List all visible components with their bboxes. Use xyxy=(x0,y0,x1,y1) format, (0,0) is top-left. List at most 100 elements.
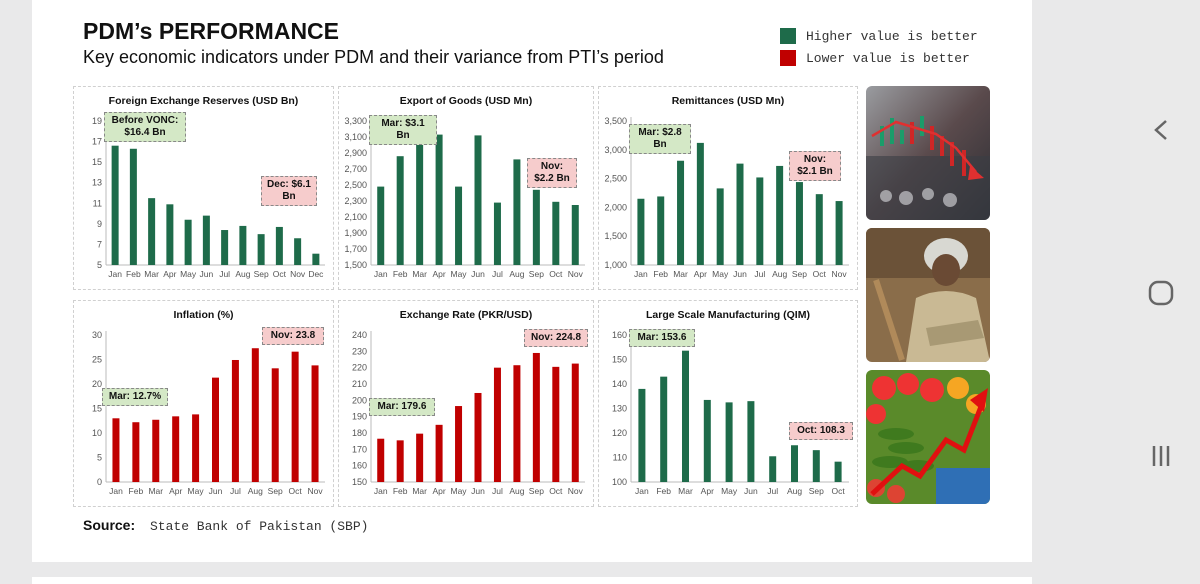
bar-sep xyxy=(795,182,803,265)
x-tick-label: May xyxy=(188,486,205,496)
chart-remittances-usd-mn: Remittances (USD Mn) 1,000 1,500 2,000 2,500… xyxy=(604,95,849,279)
x-tick-label: Sep xyxy=(792,269,807,279)
x-tick-label: Feb xyxy=(129,486,144,496)
bar-sep xyxy=(532,352,540,482)
x-tick-label: Jun xyxy=(744,486,758,496)
source-label: Source: xyxy=(83,517,136,533)
annotation-nov-inflation: Nov: 23.8 xyxy=(262,327,324,345)
annotation-nov-exchange: Nov: 224.8 xyxy=(524,329,588,347)
bar-jul xyxy=(493,202,501,265)
x-tick-label: Jun xyxy=(733,269,747,279)
annotation-mar-exchange: Mar: 179.6 xyxy=(369,398,435,416)
chart-panel-fx-reserves: Foreign Exchange Reserves (USD Bn) 5 7 9 11 1… xyxy=(73,86,334,290)
x-tick-label: May xyxy=(721,486,738,496)
y-tick-label: 190 xyxy=(352,412,367,422)
x-tick-label: Jan xyxy=(374,269,388,279)
bar-oct xyxy=(552,201,560,265)
y-tick-label: 11 xyxy=(93,198,102,208)
y-tick-label: 2,500 xyxy=(604,174,627,184)
y-tick-label: 7 xyxy=(97,239,102,249)
bar-jan xyxy=(377,186,385,265)
annotation-nov-exports: Nov: $2.2 Bn xyxy=(527,158,577,188)
back-button[interactable] xyxy=(1140,115,1180,150)
y-tick-label: 210 xyxy=(352,379,367,389)
bar-jul xyxy=(493,367,501,482)
bar-mar xyxy=(416,433,424,482)
x-tick-label: Apr xyxy=(169,486,182,496)
home-button[interactable] xyxy=(1140,278,1180,313)
y-tick-label: 130 xyxy=(612,404,627,414)
x-tick-label: Nov xyxy=(307,486,323,496)
annotation-mar-remittances: Mar: $2.8 Bn xyxy=(629,124,691,154)
page-subtitle: Key economic indicators under PDM and th… xyxy=(83,47,664,67)
x-tick-label: Jul xyxy=(492,269,503,279)
bar-feb xyxy=(657,196,665,265)
y-tick-label: 240 xyxy=(352,330,367,340)
chart-panel-exports: Export of Goods (USD Mn) 1,500 1,700 1,900 2… xyxy=(338,86,594,290)
x-tick-label: Mar xyxy=(144,269,159,279)
x-tick-label: Oct xyxy=(289,486,303,496)
bar-sep xyxy=(271,368,279,482)
bar-mar xyxy=(148,198,156,265)
bar-mar xyxy=(152,419,160,482)
bar-jul xyxy=(221,230,229,265)
bar-feb xyxy=(132,422,140,482)
y-tick-label: 120 xyxy=(612,428,627,438)
x-tick-label: Feb xyxy=(656,486,671,496)
bar-sep xyxy=(532,189,540,265)
x-tick-label: Jan xyxy=(374,486,388,496)
y-tick-label: 150 xyxy=(612,355,627,365)
home-icon xyxy=(1148,280,1174,306)
annotation-mar-exports: Mar: $3.1 Bn xyxy=(369,115,437,145)
x-tick-label: Jan xyxy=(634,269,648,279)
y-tick-label: 3,300 xyxy=(344,116,367,126)
chart-title: Large Scale Manufacturing (QIM) xyxy=(646,309,810,321)
bar-jan xyxy=(637,198,645,265)
y-tick-label: 1,700 xyxy=(344,244,367,254)
y-tick-label: 150 xyxy=(352,477,367,487)
bar-jun xyxy=(474,392,482,482)
x-tick-label: Jan xyxy=(635,486,649,496)
x-tick-label: May xyxy=(451,486,468,496)
x-tick-label: Sep xyxy=(809,486,824,496)
x-tick-label: Sep xyxy=(529,269,544,279)
next-post-card xyxy=(32,577,1032,584)
x-tick-label: Dec xyxy=(308,269,324,279)
x-tick-label: Jul xyxy=(767,486,778,496)
x-tick-label: Aug xyxy=(509,269,524,279)
annotation-before-vonc: Before VONC: $16.4 Bn xyxy=(104,112,186,142)
y-tick-label: 1,000 xyxy=(604,260,627,270)
x-tick-label: May xyxy=(180,269,197,279)
y-tick-label: 2,300 xyxy=(344,196,367,206)
bar-aug xyxy=(776,165,784,265)
bar-feb xyxy=(660,376,668,482)
recents-button[interactable] xyxy=(1140,440,1180,475)
y-tick-label: 160 xyxy=(352,461,367,471)
chart-title: Remittances (USD Mn) xyxy=(672,95,785,107)
bar-oct xyxy=(834,461,842,482)
y-tick-label: 2,500 xyxy=(344,180,367,190)
x-tick-label: Sep xyxy=(254,269,269,279)
annotation-nov-remittances: Nov: $2.1 Bn xyxy=(789,151,841,181)
x-tick-label: Aug xyxy=(235,269,250,279)
source-text: State Bank of Pakistan (SBP) xyxy=(150,519,369,534)
laborer-photo xyxy=(866,228,990,362)
annotation-mar-inflation: Mar: 12.7% xyxy=(102,388,168,406)
bar-aug xyxy=(239,225,247,265)
y-tick-label: 3,500 xyxy=(604,116,627,126)
x-tick-label: May xyxy=(451,269,468,279)
bar-jun xyxy=(474,135,482,265)
bar-nov xyxy=(294,238,302,265)
chart-export-of-goods-usd-mn: Export of Goods (USD Mn) 1,500 1,700 1,900 2… xyxy=(344,95,585,279)
x-tick-label: Jun xyxy=(209,486,223,496)
bar-jul xyxy=(769,456,777,482)
y-tick-label: 110 xyxy=(613,453,627,463)
bar-feb xyxy=(396,440,404,482)
bar-may xyxy=(455,406,463,482)
y-tick-label: 220 xyxy=(352,363,367,373)
chart-inflation: Inflation (%) 0 5 10 15 20 25 30 Jan Feb Mar Apr May… xyxy=(92,309,325,496)
chart-panel-lsm: Large Scale Manufacturing (QIM) 100 110 120… xyxy=(598,300,858,507)
x-tick-label: Jun xyxy=(200,269,214,279)
y-tick-label: 1,500 xyxy=(604,231,627,241)
bar-jul xyxy=(756,177,764,265)
